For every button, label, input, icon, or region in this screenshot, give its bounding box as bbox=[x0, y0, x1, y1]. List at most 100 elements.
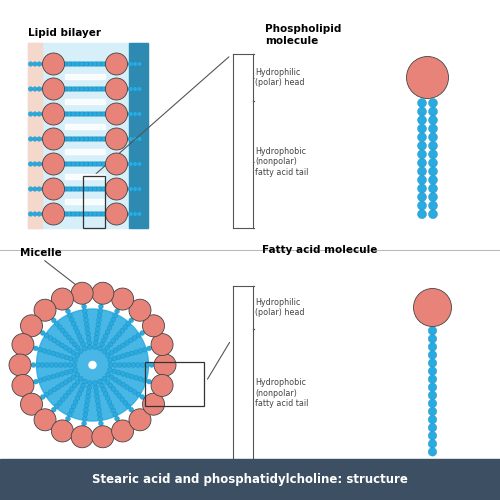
Circle shape bbox=[428, 359, 437, 368]
Circle shape bbox=[94, 394, 100, 399]
Bar bbox=[65, 198, 105, 204]
Circle shape bbox=[88, 344, 92, 350]
Circle shape bbox=[86, 390, 91, 394]
Circle shape bbox=[102, 376, 106, 381]
Circle shape bbox=[54, 212, 58, 216]
Circle shape bbox=[109, 322, 114, 326]
Circle shape bbox=[72, 383, 77, 388]
Circle shape bbox=[78, 62, 82, 66]
Circle shape bbox=[94, 86, 99, 91]
Circle shape bbox=[428, 107, 438, 116]
Circle shape bbox=[88, 186, 92, 191]
Circle shape bbox=[69, 86, 73, 91]
Circle shape bbox=[98, 308, 102, 314]
Circle shape bbox=[124, 112, 129, 116]
Circle shape bbox=[48, 390, 53, 394]
Circle shape bbox=[116, 186, 120, 191]
Circle shape bbox=[73, 62, 78, 66]
Circle shape bbox=[116, 162, 120, 166]
Circle shape bbox=[32, 186, 37, 191]
Circle shape bbox=[37, 112, 42, 116]
Circle shape bbox=[48, 336, 53, 340]
Circle shape bbox=[72, 362, 77, 368]
Circle shape bbox=[108, 342, 112, 347]
Circle shape bbox=[128, 338, 133, 343]
Circle shape bbox=[76, 346, 80, 350]
Circle shape bbox=[98, 62, 103, 66]
Circle shape bbox=[58, 86, 63, 91]
Circle shape bbox=[120, 186, 124, 191]
Circle shape bbox=[414, 288, 452, 327]
Circle shape bbox=[41, 86, 46, 91]
Circle shape bbox=[94, 390, 99, 394]
Circle shape bbox=[128, 112, 133, 116]
Circle shape bbox=[128, 86, 133, 91]
Circle shape bbox=[108, 186, 112, 191]
Circle shape bbox=[78, 212, 82, 216]
Circle shape bbox=[60, 397, 65, 402]
Circle shape bbox=[98, 186, 103, 191]
Circle shape bbox=[60, 328, 65, 333]
Circle shape bbox=[62, 162, 67, 166]
Circle shape bbox=[98, 162, 103, 166]
Circle shape bbox=[122, 362, 126, 368]
Circle shape bbox=[96, 186, 101, 191]
Circle shape bbox=[50, 86, 54, 91]
Circle shape bbox=[428, 350, 437, 359]
Circle shape bbox=[67, 186, 71, 191]
Circle shape bbox=[66, 416, 70, 421]
Circle shape bbox=[76, 86, 80, 91]
Circle shape bbox=[51, 374, 56, 379]
Circle shape bbox=[107, 326, 112, 330]
Circle shape bbox=[42, 203, 64, 225]
Circle shape bbox=[108, 112, 112, 116]
Circle shape bbox=[428, 201, 438, 210]
Circle shape bbox=[52, 288, 74, 310]
Circle shape bbox=[137, 186, 141, 191]
Circle shape bbox=[128, 387, 133, 392]
Circle shape bbox=[112, 136, 116, 141]
Circle shape bbox=[90, 162, 94, 166]
Circle shape bbox=[94, 162, 99, 166]
Circle shape bbox=[38, 347, 42, 352]
Circle shape bbox=[73, 358, 78, 362]
Circle shape bbox=[34, 299, 56, 321]
Circle shape bbox=[92, 186, 97, 191]
Circle shape bbox=[106, 353, 110, 358]
Circle shape bbox=[94, 112, 99, 116]
Circle shape bbox=[82, 136, 86, 141]
Circle shape bbox=[82, 308, 87, 314]
Circle shape bbox=[114, 335, 118, 340]
Circle shape bbox=[12, 334, 34, 355]
Circle shape bbox=[20, 393, 42, 415]
Circle shape bbox=[154, 354, 176, 376]
Circle shape bbox=[136, 362, 140, 368]
Circle shape bbox=[140, 330, 144, 336]
Circle shape bbox=[58, 62, 63, 66]
Circle shape bbox=[418, 210, 426, 218]
Circle shape bbox=[73, 212, 78, 216]
Circle shape bbox=[106, 128, 128, 150]
Circle shape bbox=[124, 186, 129, 191]
Circle shape bbox=[129, 408, 134, 412]
Circle shape bbox=[149, 362, 154, 368]
Circle shape bbox=[112, 369, 116, 374]
Circle shape bbox=[92, 344, 98, 350]
Circle shape bbox=[418, 132, 426, 141]
Circle shape bbox=[128, 62, 133, 66]
Circle shape bbox=[103, 112, 108, 116]
Circle shape bbox=[66, 309, 70, 314]
Circle shape bbox=[68, 356, 73, 361]
Circle shape bbox=[128, 186, 133, 191]
Circle shape bbox=[116, 355, 121, 360]
Circle shape bbox=[84, 322, 89, 327]
Circle shape bbox=[54, 162, 58, 166]
Circle shape bbox=[418, 192, 426, 202]
Circle shape bbox=[84, 86, 88, 91]
Circle shape bbox=[120, 397, 124, 402]
Circle shape bbox=[78, 162, 82, 166]
Circle shape bbox=[52, 408, 56, 412]
Circle shape bbox=[84, 186, 88, 191]
Circle shape bbox=[428, 116, 438, 124]
Circle shape bbox=[96, 318, 102, 322]
